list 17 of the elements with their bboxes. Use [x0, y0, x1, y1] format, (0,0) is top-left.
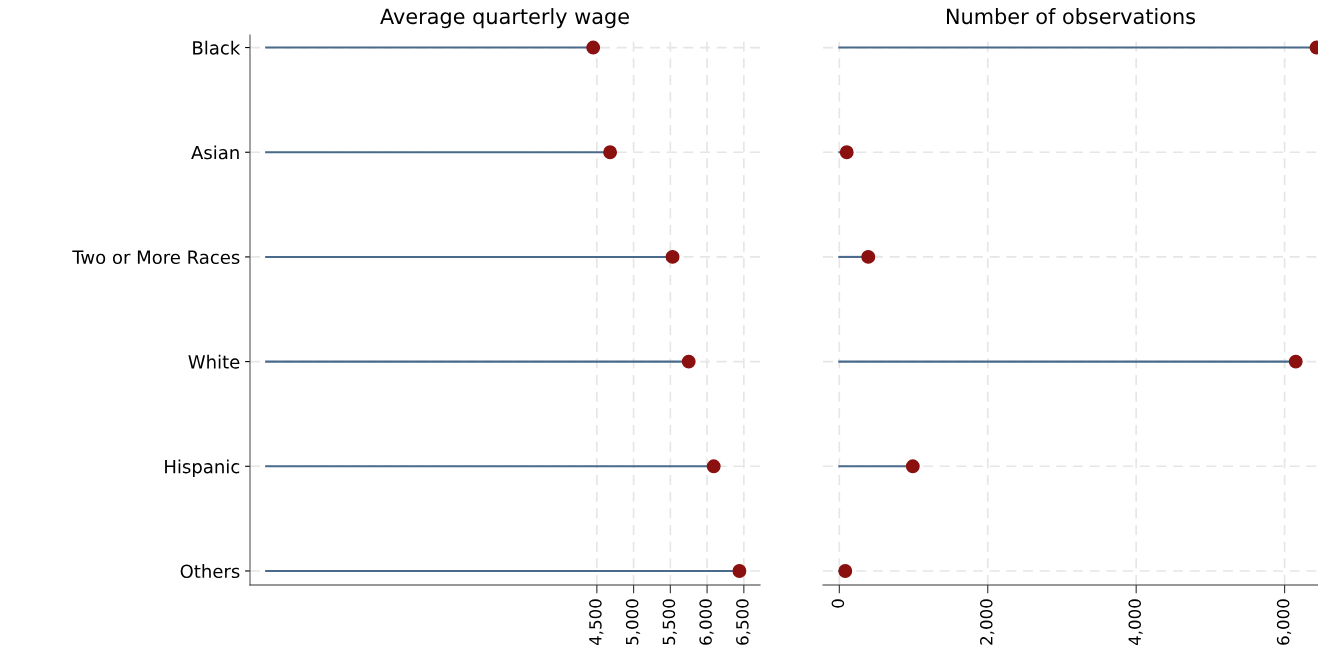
- y-tick-label: Asian: [191, 145, 239, 160]
- x-tick-label: 2,000: [979, 599, 995, 645]
- x-tick-label: 5,000: [625, 599, 641, 645]
- x-tick-label: 4,000: [1128, 599, 1143, 646]
- x-tick-label: 0: [831, 599, 845, 608]
- y-tick-label: Others: [180, 564, 240, 579]
- y-tick-label: Two or More Races: [72, 250, 240, 265]
- x-tick-label: 6,500: [736, 599, 751, 645]
- y-tick-label: Hispanic: [165, 459, 240, 477]
- chart-title: Number of observations: [947, 8, 1196, 25]
- x-tick-label: 4,500: [589, 599, 604, 646]
- y-tick-label: White: [188, 354, 240, 369]
- chart-title: Average quarterly wage: [380, 8, 629, 29]
- x-tick-label: 6,000: [1276, 599, 1292, 645]
- x-tick-label: 5,500: [662, 599, 677, 645]
- y-tick-label: Black: [193, 40, 241, 55]
- x-tick-label: 6,000: [699, 599, 714, 645]
